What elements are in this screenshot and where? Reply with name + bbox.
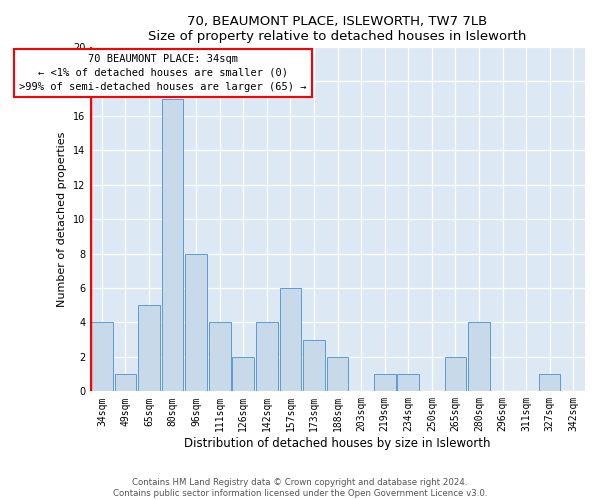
Bar	[232, 357, 254, 392]
Bar	[327, 357, 349, 392]
Title: 70, BEAUMONT PLACE, ISLEWORTH, TW7 7LB
Size of property relative to detached hou: 70, BEAUMONT PLACE, ISLEWORTH, TW7 7LB S…	[148, 15, 527, 43]
Text: 70 BEAUMONT PLACE: 34sqm
← <1% of detached houses are smaller (0)
>99% of semi-d: 70 BEAUMONT PLACE: 34sqm ← <1% of detach…	[19, 54, 307, 92]
Bar	[280, 288, 301, 392]
Bar	[185, 254, 207, 392]
Bar	[209, 322, 230, 392]
Bar	[256, 322, 278, 392]
Bar	[468, 322, 490, 392]
Bar	[445, 357, 466, 392]
Bar	[374, 374, 395, 392]
Bar	[539, 374, 560, 392]
Bar	[303, 340, 325, 392]
Bar	[138, 305, 160, 392]
Bar	[397, 374, 419, 392]
Bar	[115, 374, 136, 392]
X-axis label: Distribution of detached houses by size in Isleworth: Distribution of detached houses by size …	[184, 437, 491, 450]
Bar	[162, 98, 184, 392]
Text: Contains HM Land Registry data © Crown copyright and database right 2024.
Contai: Contains HM Land Registry data © Crown c…	[113, 478, 487, 498]
Y-axis label: Number of detached properties: Number of detached properties	[58, 132, 67, 307]
Bar	[91, 322, 113, 392]
